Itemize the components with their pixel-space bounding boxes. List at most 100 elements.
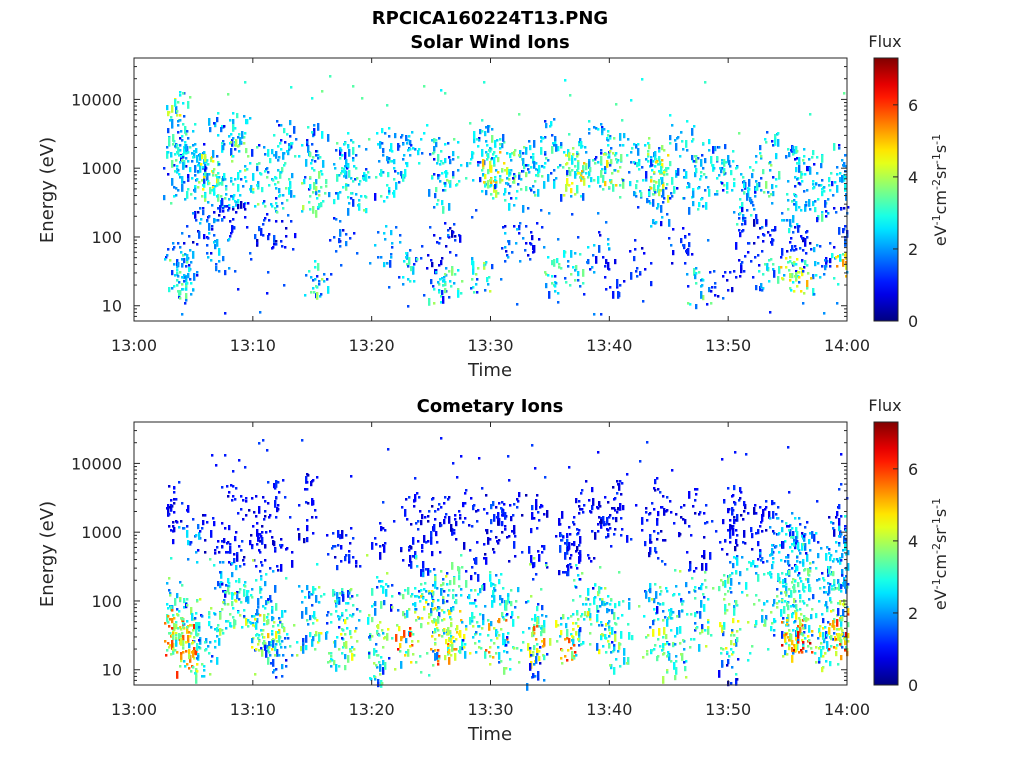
heatmap-cell	[414, 587, 417, 590]
heatmap-cell	[291, 173, 294, 179]
heatmap-cell	[665, 187, 668, 190]
heatmap-cell	[179, 581, 182, 584]
heatmap-cell	[807, 645, 810, 648]
heatmap-cell	[342, 646, 345, 649]
heatmap-cell	[543, 638, 546, 646]
heatmap-cell	[770, 193, 773, 196]
heatmap-cell	[345, 233, 348, 236]
heatmap-cell	[614, 528, 617, 531]
heatmap-cell	[266, 645, 269, 648]
heatmap-cell	[476, 621, 479, 624]
heatmap-cell	[542, 645, 545, 648]
heatmap-cell	[844, 225, 847, 228]
heatmap-cell	[609, 135, 612, 138]
heatmap-cell	[323, 273, 326, 276]
heatmap-cell	[312, 532, 315, 535]
heatmap-cell	[172, 143, 175, 146]
heatmap-cell	[744, 504, 747, 510]
heatmap-cell	[170, 653, 173, 656]
heatmap-cell	[672, 250, 675, 256]
heatmap-cell	[434, 193, 437, 199]
heatmap-cell	[348, 592, 351, 595]
heatmap-cell	[809, 642, 812, 645]
heatmap-cell	[171, 105, 174, 113]
heatmap-cell	[792, 281, 795, 284]
heatmap-cell	[600, 635, 603, 641]
heatmap-cell	[438, 657, 441, 660]
heatmap-cell	[653, 180, 656, 183]
heatmap-cell	[744, 255, 747, 258]
heatmap-cell	[464, 502, 467, 505]
heatmap-cell	[730, 634, 733, 637]
heatmap-cell	[265, 600, 268, 606]
heatmap-cell	[749, 166, 752, 169]
heatmap-cell	[726, 553, 729, 556]
heatmap-cell	[259, 311, 262, 314]
heatmap-cell	[427, 254, 430, 257]
heatmap-cell	[812, 180, 815, 183]
heatmap-cell	[249, 117, 252, 120]
heatmap-cell	[671, 124, 674, 127]
heatmap-cell	[514, 175, 517, 178]
heatmap-cell	[781, 631, 784, 639]
heatmap-cell	[775, 153, 778, 156]
heatmap-cell	[279, 544, 282, 547]
heatmap-cell	[726, 182, 729, 190]
heatmap-cell	[508, 203, 511, 211]
heatmap-cell	[458, 585, 461, 588]
heatmap-cell	[755, 572, 758, 575]
heatmap-cell	[732, 563, 735, 569]
heatmap-cell	[357, 204, 360, 207]
heatmap-cell	[671, 177, 674, 185]
heatmap-cell	[290, 86, 293, 89]
heatmap-cell	[688, 233, 691, 236]
heatmap-cell	[170, 499, 173, 502]
heatmap-cell	[639, 271, 642, 274]
heatmap-cell	[251, 149, 254, 157]
heatmap-cell	[386, 262, 389, 265]
heatmap-cell	[497, 171, 500, 174]
heatmap-cell	[758, 264, 761, 267]
heatmap-cell	[251, 497, 254, 500]
heatmap-cell	[222, 207, 225, 210]
heatmap-cell	[312, 586, 315, 594]
heatmap-cell	[471, 151, 474, 159]
heatmap-cell	[670, 660, 673, 663]
heatmap-cell	[177, 124, 180, 127]
heatmap-cell	[207, 645, 210, 648]
heatmap-cell	[697, 157, 700, 160]
x-tick-label: 14:00	[824, 336, 870, 355]
heatmap-cell	[591, 487, 594, 493]
heatmap-cell	[568, 542, 571, 550]
heatmap-cell	[615, 517, 618, 523]
heatmap-cell	[461, 280, 464, 283]
heatmap-cell	[448, 649, 451, 655]
heatmap-cell	[814, 200, 817, 203]
heatmap-cell	[168, 589, 171, 592]
heatmap-cell	[436, 541, 439, 544]
heatmap-cell	[180, 155, 183, 158]
heatmap-cell	[448, 516, 451, 524]
heatmap-cell	[431, 177, 434, 180]
heatmap-cell	[634, 239, 637, 242]
heatmap-cell	[504, 512, 507, 520]
heatmap-cell	[741, 202, 744, 210]
heatmap-cell	[333, 660, 336, 666]
heatmap-cell	[596, 614, 599, 622]
heatmap-cell	[589, 268, 592, 271]
heatmap-cell	[704, 579, 707, 582]
heatmap-cell	[593, 271, 596, 274]
heatmap-cell	[182, 276, 185, 279]
heatmap-cell	[405, 256, 408, 259]
heatmap-cell	[258, 634, 261, 637]
heatmap-cell	[476, 138, 479, 141]
heatmap-cell	[272, 179, 275, 182]
heatmap-cell	[813, 247, 816, 253]
heatmap-cell	[338, 238, 341, 244]
heatmap-cell	[484, 185, 487, 188]
heatmap-cell	[490, 193, 493, 196]
heatmap-cell	[301, 590, 304, 593]
heatmap-cell	[391, 246, 394, 249]
heatmap-cell	[788, 228, 791, 234]
heatmap-cell	[840, 208, 843, 211]
